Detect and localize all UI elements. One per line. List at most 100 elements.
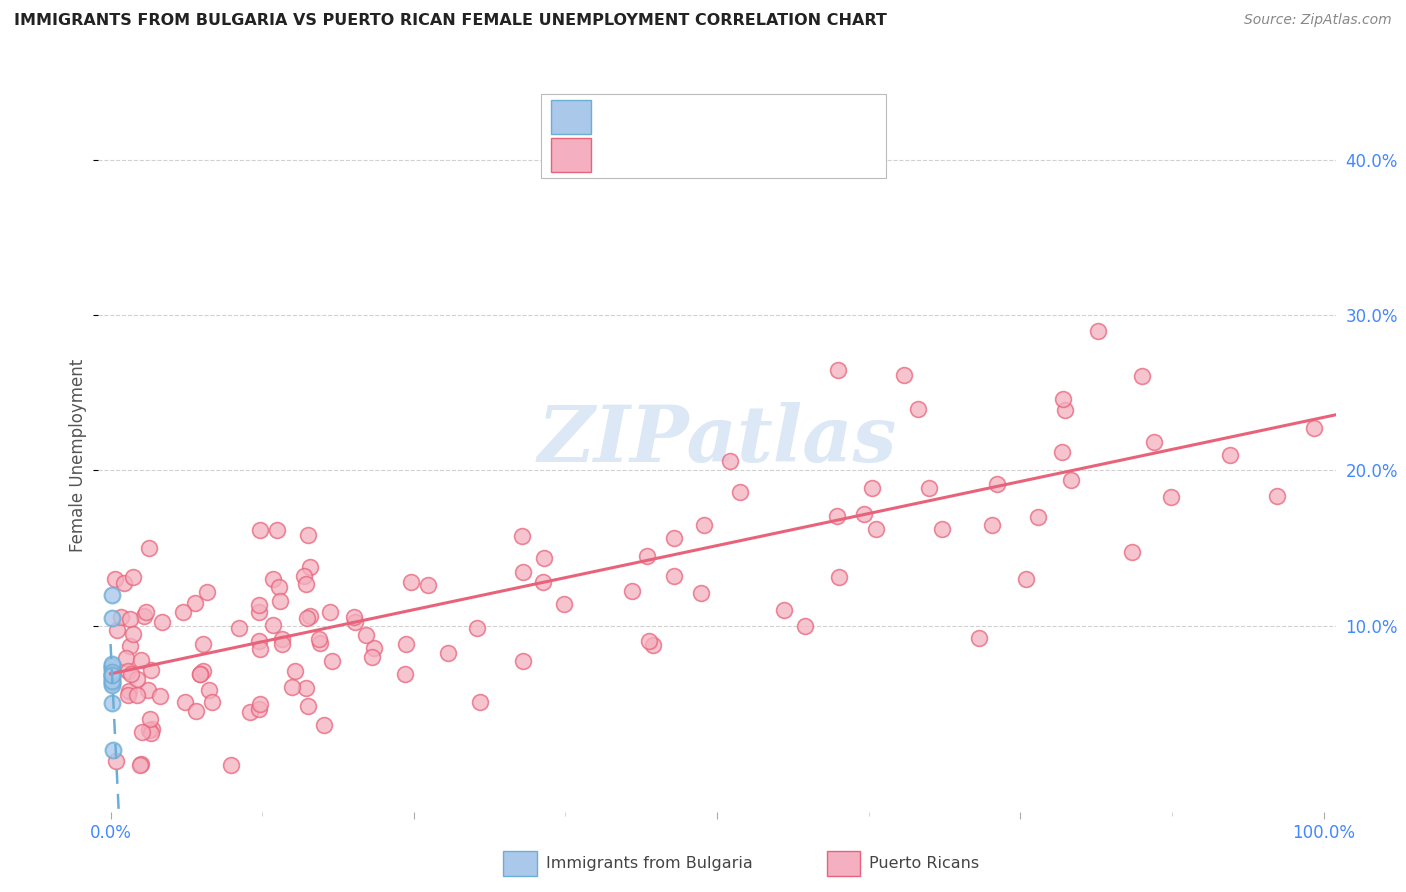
Point: [1053, 402, 1076, 417]
Point: [918, 482, 941, 496]
Point: [112, 576, 135, 591]
Point: [827, 362, 849, 376]
Point: [195, 585, 218, 599]
Point: [100, 668, 122, 682]
Point: [149, 689, 172, 703]
Point: [512, 654, 534, 668]
Text: 132: 132: [775, 145, 807, 163]
Point: [773, 603, 796, 617]
Point: [354, 628, 377, 642]
Point: [1052, 445, 1074, 459]
Point: [100, 668, 122, 682]
Point: [249, 642, 271, 657]
Point: [533, 550, 555, 565]
Point: [121, 627, 143, 641]
Point: [636, 549, 658, 563]
Point: [190, 666, 212, 681]
Point: [967, 631, 990, 645]
Point: [465, 621, 488, 635]
Point: [101, 657, 124, 672]
Point: [828, 570, 851, 584]
Point: [129, 758, 152, 772]
Point: [249, 524, 271, 538]
Text: R =: R =: [595, 145, 627, 163]
Point: [110, 610, 132, 624]
Point: [343, 615, 366, 629]
Point: [399, 574, 422, 589]
Point: [295, 576, 318, 591]
Point: [512, 529, 534, 543]
Point: [150, 615, 173, 630]
Point: [141, 663, 163, 677]
Point: [136, 682, 159, 697]
Point: [247, 598, 270, 612]
Point: [312, 718, 335, 732]
Point: [531, 575, 554, 590]
Point: [718, 454, 741, 468]
Point: [100, 665, 122, 679]
Point: [295, 610, 318, 624]
Point: [100, 677, 122, 691]
Text: -0.077: -0.077: [641, 107, 697, 125]
Point: [825, 509, 848, 524]
Point: [262, 572, 284, 586]
Point: [865, 522, 887, 536]
Text: Immigrants from Bulgaria: Immigrants from Bulgaria: [546, 856, 752, 871]
Point: [308, 636, 330, 650]
Point: [1052, 392, 1074, 407]
Point: [394, 667, 416, 681]
Point: [101, 742, 124, 756]
Point: [121, 570, 143, 584]
Point: [319, 605, 342, 619]
Point: [101, 696, 124, 710]
Point: [1265, 489, 1288, 503]
Text: R =: R =: [595, 107, 627, 125]
Point: [125, 672, 148, 686]
Point: [120, 612, 142, 626]
Point: [100, 662, 122, 676]
Point: [269, 594, 291, 608]
Point: [308, 632, 330, 646]
Point: [247, 702, 270, 716]
Point: [620, 584, 643, 599]
Point: [132, 609, 155, 624]
Point: [191, 664, 214, 678]
Text: N =: N =: [733, 107, 766, 125]
Y-axis label: Female Unemployment: Female Unemployment: [69, 359, 87, 551]
Point: [262, 618, 284, 632]
Point: [100, 673, 122, 687]
Text: ZIPatlas: ZIPatlas: [537, 402, 897, 479]
Point: [120, 640, 142, 654]
Point: [191, 637, 214, 651]
Point: [321, 654, 343, 668]
Point: [101, 659, 124, 673]
Point: [104, 572, 127, 586]
Point: [931, 523, 953, 537]
Point: [238, 705, 260, 719]
Point: [1015, 572, 1038, 586]
Point: [297, 528, 319, 542]
Point: [638, 633, 661, 648]
Point: [343, 610, 366, 624]
Point: [100, 676, 122, 690]
Point: [129, 756, 152, 771]
Point: [139, 712, 162, 726]
Point: [280, 680, 302, 694]
Point: [662, 568, 685, 582]
Point: [284, 664, 307, 678]
Point: [101, 660, 124, 674]
Point: [138, 541, 160, 555]
Point: [247, 605, 270, 619]
Point: [271, 632, 294, 647]
Point: [270, 637, 292, 651]
Point: [100, 668, 122, 682]
Point: [184, 596, 207, 610]
Point: [117, 664, 139, 678]
Point: [104, 755, 127, 769]
Text: 17: 17: [775, 107, 797, 125]
Point: [394, 637, 416, 651]
Point: [131, 725, 153, 739]
Point: [201, 695, 224, 709]
Point: [249, 697, 271, 711]
Point: [120, 667, 142, 681]
